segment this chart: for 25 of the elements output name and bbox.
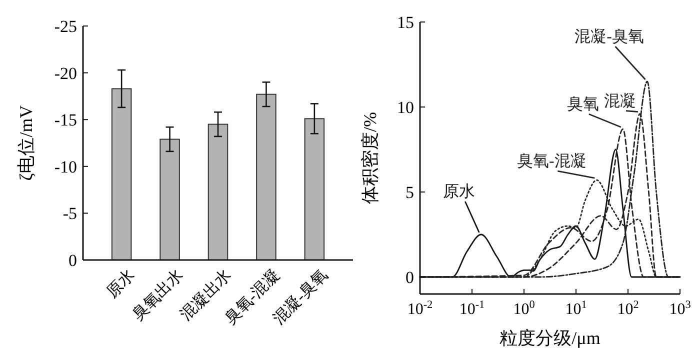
y-axis-title: 体积密度/% — [360, 112, 380, 204]
text: 原水 — [443, 182, 476, 200]
y-tick-label: 10 — [397, 98, 414, 117]
legend-label: 臭氧 — [566, 96, 599, 114]
x-tick-label: 10$^{-1}$ — [459, 299, 485, 318]
y-tick-label: 15 — [397, 12, 414, 32]
y-axis-title: ζ电位/mV — [16, 105, 36, 181]
series-label: 混凝 — [604, 92, 636, 110]
y-tick-label: -20 — [54, 64, 77, 83]
series-label: 臭氧-混凝 — [517, 152, 586, 170]
y-tick-label: -25 — [54, 16, 77, 36]
x-tick-label: 10$^{-2}$ — [407, 299, 433, 318]
y-tick-label: 0 — [406, 268, 414, 287]
x-tick-label: 10$^{3}$ — [669, 299, 692, 318]
x-tick-label: 10$^{1}$ — [565, 299, 587, 318]
y-tick-label: 5 — [406, 182, 414, 202]
x-tick-label: 10$^{2}$ — [617, 299, 639, 318]
y-tick-label: -10 — [54, 157, 77, 176]
y-tick-label: -15 — [54, 110, 77, 130]
x-tick-label: 原水 — [102, 266, 138, 302]
text: 混凝-臭氧 — [574, 28, 644, 46]
y-tick-label: -5 — [62, 204, 77, 224]
x-tick-label: 10$^{0}$ — [513, 299, 536, 318]
y-tick-label: 0 — [68, 250, 77, 270]
x-axis-title: 粒度分级/μm — [500, 328, 600, 348]
